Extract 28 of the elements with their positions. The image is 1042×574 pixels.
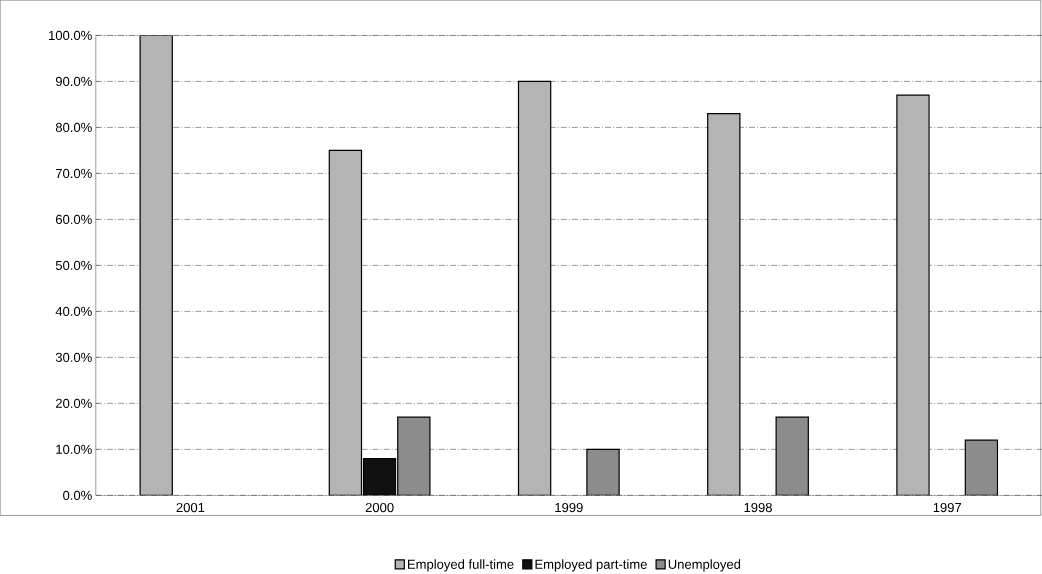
x-tick-label: 1998 (744, 502, 772, 512)
y-tick-label: 10.0% (56, 444, 92, 454)
x-tick-label: 2000 (365, 502, 394, 512)
y-tick-label: 0.0% (63, 490, 92, 500)
x-tick-label: 1999 (555, 502, 583, 512)
bar (586, 448, 620, 496)
y-tick-label: 40.0% (55, 306, 92, 316)
bar (328, 149, 363, 496)
y-tick-label: 80.0% (55, 122, 92, 132)
bar (896, 94, 930, 496)
bar (775, 416, 809, 496)
y-tick-label: 70.0% (55, 168, 92, 178)
y-tick-label: 60.0% (55, 214, 92, 224)
y-tick-label: 20.0% (55, 398, 92, 408)
legend-label: Employed full-time (408, 559, 514, 572)
bar (964, 439, 999, 496)
bar (397, 416, 431, 496)
y-tick-label: 100.0% (49, 30, 92, 40)
bar (707, 112, 741, 496)
bar (139, 35, 173, 496)
y-tick-label: 90.0% (55, 76, 92, 86)
y-tick-label: 50.0% (55, 260, 92, 270)
x-tick-label: 1997 (933, 502, 962, 512)
legend-label: Unemployed (668, 559, 741, 572)
y-tick-label: 30.0% (55, 352, 92, 362)
legend-label: Employed part-time (535, 559, 647, 572)
x-tick-label: 2001 (176, 502, 205, 512)
bar (517, 80, 552, 496)
